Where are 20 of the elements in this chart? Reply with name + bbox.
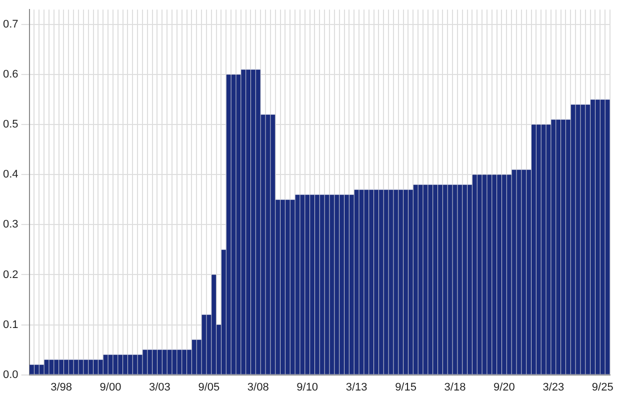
- x-tick-label: 9/00: [100, 381, 122, 394]
- x-tick-label: 3/18: [444, 381, 466, 394]
- y-tick-label: 0.0: [2, 368, 18, 381]
- x-tick-label: 3/08: [247, 381, 269, 394]
- x-tick-label: 3/13: [346, 381, 368, 394]
- x-tick-label: 9/10: [296, 381, 318, 394]
- x-tick-label: 3/03: [148, 381, 170, 394]
- y-tick-label: 0.3: [2, 218, 18, 231]
- x-tick-label: 3/23: [542, 381, 564, 394]
- y-tick-label: 0.4: [2, 168, 18, 181]
- x-tick-label: 9/05: [198, 381, 220, 394]
- y-tick-label: 0.5: [2, 118, 18, 131]
- x-tick-label: 9/25: [592, 381, 614, 394]
- x-tick-label: 3/98: [50, 381, 72, 394]
- y-tick-label: 0.2: [2, 268, 18, 281]
- y-tick-label: 0.6: [2, 68, 18, 81]
- x-tick-label: 9/20: [493, 381, 515, 394]
- y-tick-label: 0.1: [2, 318, 18, 331]
- y-tick-label: 0.7: [2, 18, 18, 31]
- x-tick-label: 9/15: [395, 381, 416, 394]
